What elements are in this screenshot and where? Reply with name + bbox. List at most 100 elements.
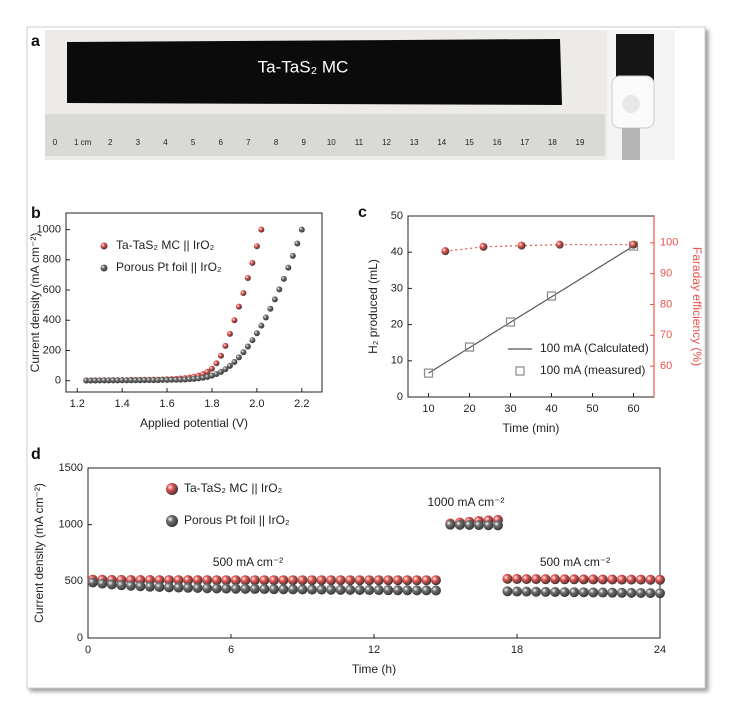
data-point bbox=[540, 586, 551, 597]
data-point bbox=[213, 360, 220, 367]
data-point bbox=[231, 358, 238, 365]
photo-panel: Ta-TaS₂ MC a bbox=[31, 30, 675, 160]
data-point bbox=[540, 574, 551, 585]
data-point bbox=[421, 585, 432, 596]
x-tick-label: 0 bbox=[85, 644, 91, 656]
data-point bbox=[492, 520, 503, 531]
data-point bbox=[244, 274, 251, 281]
data-point bbox=[244, 343, 251, 350]
legend-swatch bbox=[166, 483, 178, 495]
ruler-label: 0 bbox=[53, 138, 58, 147]
ruler-label: 15 bbox=[465, 138, 474, 147]
data-point bbox=[531, 586, 542, 597]
ruler-label: 2 bbox=[108, 138, 113, 147]
data-point bbox=[146, 377, 153, 384]
data-point bbox=[132, 377, 139, 384]
panel-label: d bbox=[31, 446, 41, 463]
x-tick-label: 24 bbox=[654, 644, 666, 656]
data-point bbox=[267, 305, 274, 312]
data-point bbox=[588, 574, 599, 585]
data-point bbox=[335, 584, 346, 595]
data-point bbox=[110, 377, 117, 384]
data-point bbox=[183, 575, 194, 586]
data-point bbox=[164, 376, 171, 383]
data-point bbox=[578, 574, 589, 585]
x-tick-label: 40 bbox=[545, 403, 557, 415]
y2-tick-label: 70 bbox=[660, 329, 672, 341]
data-point bbox=[259, 584, 270, 595]
y-tick-label: 0 bbox=[77, 632, 83, 644]
ruler-label: 13 bbox=[410, 138, 419, 147]
data-point bbox=[502, 586, 513, 597]
data-point bbox=[173, 582, 184, 593]
data-point bbox=[177, 376, 184, 383]
panel-label: a bbox=[31, 33, 40, 50]
data-point bbox=[249, 583, 260, 594]
data-point bbox=[221, 575, 232, 586]
x-tick-label: 1.2 bbox=[70, 398, 85, 410]
x-tick-label: 30 bbox=[504, 403, 516, 415]
data-point bbox=[512, 586, 522, 597]
data-point bbox=[479, 242, 488, 251]
data-point bbox=[629, 240, 638, 249]
data-point bbox=[125, 580, 136, 591]
data-point bbox=[226, 330, 233, 337]
data-point bbox=[655, 574, 665, 585]
ruler-label: 8 bbox=[274, 138, 279, 147]
device-knob bbox=[622, 95, 640, 113]
data-point bbox=[230, 583, 241, 594]
data-point bbox=[258, 226, 265, 233]
data-point bbox=[87, 377, 94, 384]
data-point bbox=[226, 362, 233, 369]
data-point bbox=[114, 377, 121, 384]
panel-label: b bbox=[31, 205, 41, 222]
data-point bbox=[144, 581, 155, 592]
data-point bbox=[137, 377, 144, 384]
data-point bbox=[268, 575, 279, 586]
data-point bbox=[345, 575, 356, 586]
data-point bbox=[211, 575, 222, 586]
data-point bbox=[97, 578, 108, 589]
data-point bbox=[208, 365, 215, 372]
data-point bbox=[454, 519, 465, 530]
data-point bbox=[597, 574, 608, 585]
data-point bbox=[616, 574, 627, 585]
ruler-label: 5 bbox=[191, 138, 196, 147]
x-tick-label: 2.2 bbox=[294, 398, 309, 410]
legend-swatch bbox=[100, 264, 108, 272]
data-point bbox=[502, 573, 513, 584]
data-point bbox=[411, 585, 422, 596]
data-point bbox=[268, 584, 279, 595]
data-point bbox=[105, 377, 112, 384]
data-point bbox=[123, 377, 130, 384]
data-point bbox=[354, 584, 365, 595]
data-point bbox=[271, 296, 278, 303]
data-point bbox=[512, 573, 522, 584]
data-point bbox=[249, 575, 260, 586]
data-point bbox=[364, 575, 375, 586]
data-point bbox=[221, 583, 232, 594]
photo-label: Ta-TaS₂ MC bbox=[258, 57, 349, 76]
data-point bbox=[285, 264, 292, 271]
data-point bbox=[597, 587, 608, 598]
data-point bbox=[164, 575, 175, 586]
data-point bbox=[96, 377, 103, 384]
y-tick-label: 20 bbox=[391, 319, 403, 331]
data-point bbox=[240, 575, 251, 586]
data-point bbox=[173, 575, 184, 586]
data-point bbox=[354, 575, 365, 586]
data-point bbox=[240, 583, 251, 594]
ruler-ticks bbox=[55, 114, 581, 122]
y-tick-label: 0 bbox=[55, 375, 61, 387]
data-point bbox=[83, 377, 90, 384]
y-tick-label: 10 bbox=[391, 355, 403, 367]
data-point bbox=[191, 375, 197, 382]
data-point bbox=[550, 574, 561, 585]
legend-label: Ta-TaS₂ MC || IrO₂ bbox=[184, 481, 283, 495]
data-point bbox=[588, 587, 599, 598]
data-point bbox=[213, 371, 220, 378]
legend-swatch bbox=[100, 242, 108, 250]
device-rod bbox=[622, 128, 640, 160]
data-point bbox=[135, 581, 146, 592]
